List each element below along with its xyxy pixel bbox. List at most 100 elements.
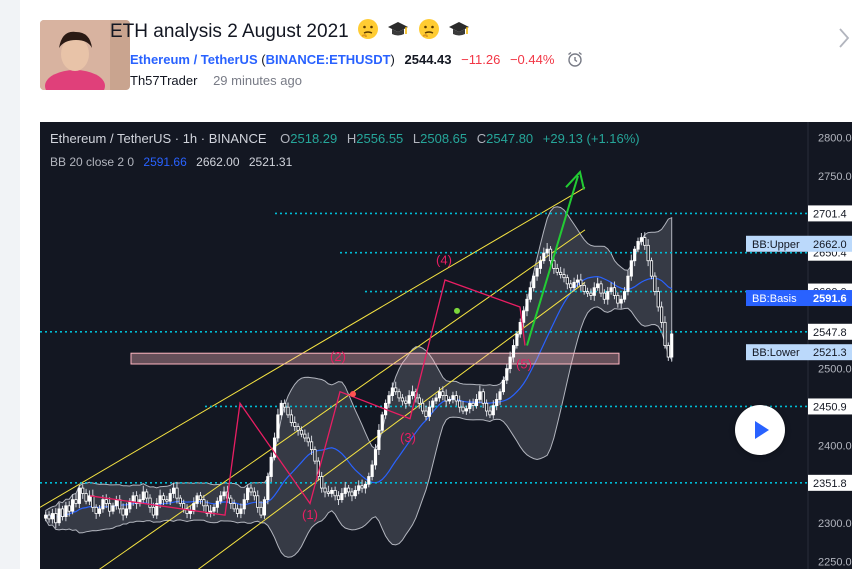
candle-body <box>461 406 465 412</box>
chart-canvas[interactable]: 2800.0 2750.0 2500.0 2400.0 2300.0 2250.0 2701… <box>40 122 852 569</box>
symbol-row: Ethereum / TetherUS (BINANCE:ETHUSDT) 25… <box>130 50 584 71</box>
candle-body <box>421 402 425 412</box>
candle-body <box>235 508 240 514</box>
candle-body <box>380 414 384 431</box>
candle-body <box>283 402 287 408</box>
symbol-price: 2544.43 <box>404 52 452 67</box>
candle-body <box>498 391 502 400</box>
bb-legend: BB 20 close 2 0 2591.66 2662.00 2521.31 <box>50 155 292 169</box>
candle-body <box>582 284 586 292</box>
candle-body <box>616 295 620 304</box>
wave-label: (4) <box>436 253 452 268</box>
candle-body <box>367 476 371 485</box>
candle-body <box>232 503 236 510</box>
candle-body <box>188 510 192 514</box>
legend-low-label: L <box>412 131 421 146</box>
candle-body <box>246 487 250 501</box>
candle-body <box>330 489 334 494</box>
candle-body <box>155 503 159 516</box>
legend-high-label: H <box>346 131 357 146</box>
bb-tag-label: BB:Lower <box>752 347 800 359</box>
price-level-tag <box>808 398 852 415</box>
candle-body <box>158 495 162 504</box>
candle-body <box>491 405 495 416</box>
candle-body <box>262 499 267 516</box>
author-name-link[interactable]: Th57Trader <box>130 73 198 88</box>
bb-legend-label: BB 20 close 2 0 <box>50 155 135 169</box>
bb-tag-price: 2662.0 <box>813 239 847 251</box>
support-zone <box>130 352 620 365</box>
candle-body <box>387 395 391 404</box>
candle-body <box>44 514 48 519</box>
candle-body <box>219 495 223 502</box>
y-tick-label: 2300.0 <box>818 518 852 530</box>
candle-body <box>629 260 633 277</box>
candle-body <box>215 500 219 508</box>
price-level-label: 2351.8 <box>813 478 847 490</box>
candle-body <box>400 397 405 402</box>
candle-body <box>289 414 293 423</box>
candle-body <box>124 508 129 516</box>
candle-body <box>552 260 556 269</box>
candle-body <box>185 508 189 514</box>
candle-body <box>636 241 640 250</box>
candle-body <box>458 400 462 408</box>
candle-body <box>454 395 458 402</box>
candle-body <box>559 271 563 275</box>
legend-close-label: C <box>476 131 487 146</box>
candle-body <box>347 487 351 493</box>
candle-body <box>484 402 489 412</box>
candle-body <box>326 491 330 494</box>
candle-body <box>299 429 304 435</box>
candle-body <box>91 495 95 508</box>
candle-body <box>444 395 448 402</box>
candle-body <box>303 433 307 439</box>
candle-body <box>447 399 452 402</box>
bb-tag-label-bg <box>746 290 808 307</box>
candle-body <box>633 248 637 262</box>
alarm-clock-icon[interactable] <box>566 50 584 71</box>
candle-body <box>84 493 88 502</box>
idea-title: ETH analysis 2 August 2021 <box>110 18 470 46</box>
candle-body <box>592 287 596 296</box>
chevron-right-icon[interactable] <box>836 26 852 50</box>
candle-body <box>195 495 199 504</box>
symbol-name-link[interactable]: Ethereum / TetherUS <box>130 52 258 67</box>
symbol-code-link[interactable]: BINANCE:ETHUSDT <box>265 52 391 67</box>
marker-dot <box>350 391 356 398</box>
candle-body <box>293 422 297 427</box>
channel-top-line <box>40 187 586 508</box>
candle-body <box>660 306 664 323</box>
candle-body <box>535 268 539 277</box>
candle-body <box>151 506 155 516</box>
candle-body <box>417 397 421 404</box>
price-level-label: 2547.8 <box>813 327 847 339</box>
candle-body <box>323 487 327 493</box>
candle-body <box>495 399 499 407</box>
candle-body <box>178 497 182 504</box>
candle-body <box>108 503 112 512</box>
candle-body <box>626 275 630 292</box>
candle-body <box>468 402 472 410</box>
legend-close-value: 2547.80 <box>486 131 534 146</box>
bb-tag-price: 2591.6 <box>813 293 847 305</box>
bb-tag-price-bg <box>808 235 852 252</box>
candle-body <box>370 464 374 477</box>
candle-body <box>266 476 270 501</box>
candle-body <box>128 500 132 510</box>
candle-body <box>377 429 381 450</box>
y-tick-label: 2800.0 <box>818 132 852 144</box>
candle-body <box>333 489 337 497</box>
candle-body <box>441 391 445 396</box>
candle-body <box>619 298 623 304</box>
author-avatar[interactable] <box>40 20 130 90</box>
y-tick-label: 2500.0 <box>818 364 852 376</box>
candle-body <box>545 248 549 254</box>
chart-area[interactable]: 2800.0 2750.0 2500.0 2400.0 2300.0 2250.0 2701… <box>40 122 852 569</box>
play-button[interactable] <box>735 405 785 455</box>
candle-body <box>424 410 428 417</box>
candle-body <box>518 321 522 335</box>
legend-change: +29.13 (+1.16%) <box>542 131 640 146</box>
candle-body <box>168 493 172 502</box>
